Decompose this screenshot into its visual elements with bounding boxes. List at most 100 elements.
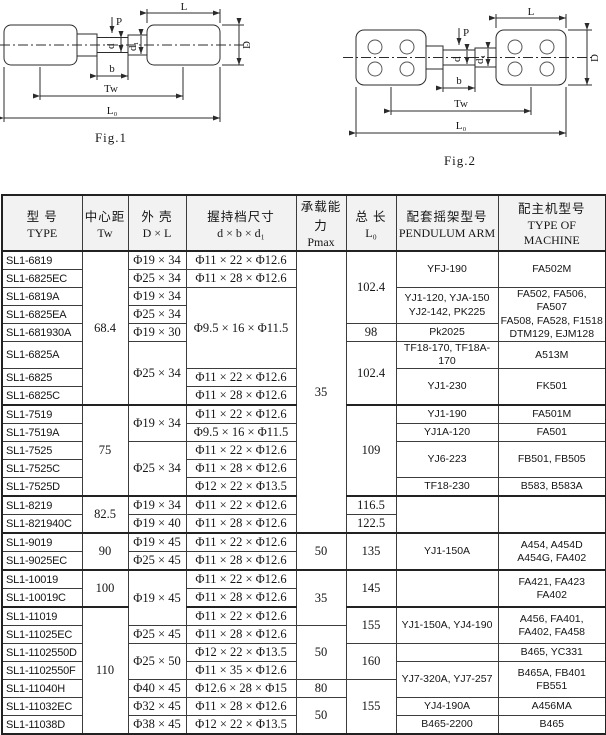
fig2-left-roller bbox=[355, 29, 427, 86]
cell-shell: Φ19 × 34 bbox=[127, 287, 187, 306]
cell-shell: Φ25 × 34 bbox=[127, 441, 187, 497]
cell-grip: Φ11 × 28 × Φ12.6 bbox=[185, 625, 297, 645]
cell-grip: Φ12 × 22 × Φ13.5 bbox=[185, 715, 297, 735]
cell-shell: Φ38 × 45 bbox=[127, 715, 187, 735]
fig2-drawing: L P d d₁ b Tw L₀ bbox=[343, 6, 601, 168]
cell-tw: 110 bbox=[81, 606, 129, 735]
cell-type: SL1-11025EC bbox=[1, 625, 83, 645]
fig2-label-P: P bbox=[463, 27, 469, 39]
cell-l0: 109 bbox=[345, 404, 397, 497]
fig1-label-L: L bbox=[181, 1, 188, 13]
fig2-caption: Fig.2 bbox=[444, 153, 476, 168]
cell-grip: Φ9.5 × 16 × Φ11.5 bbox=[185, 423, 297, 443]
table-row: SL1-6825 Φ11 × 22 × Φ12.6 YJ1-230 FK501 bbox=[1, 368, 606, 406]
cell-arm: YJ1-230 bbox=[395, 368, 499, 406]
fig1-drawing: L P d d₁ b Tw L₀ bbox=[0, 1, 253, 145]
cell-arm: YJ1-150A, YJ4-190 bbox=[395, 606, 499, 645]
fig1-dim-Tw: Tw bbox=[33, 67, 184, 100]
fig2-dim-P: P bbox=[456, 27, 469, 45]
header-machine-cn: 配主机型号 bbox=[517, 202, 586, 216]
cell-grip: Φ11 × 22 × Φ12.6 bbox=[185, 441, 297, 461]
header-arm-cn: 配套摇架型号 bbox=[406, 209, 488, 224]
cell-grip: Φ9.5 × 16 × Φ11.5 bbox=[185, 286, 297, 370]
cell-machine: FA502M bbox=[497, 250, 606, 288]
cell-type: SL1-6825 bbox=[1, 368, 83, 388]
cell-tw: 100 bbox=[81, 569, 129, 608]
table-row: SL1-6819 68.4 Φ19 × 34 Φ11 × 22 × Φ12.6 … bbox=[1, 250, 606, 534]
cell-arm: YJ4-190A bbox=[395, 697, 499, 717]
fig2-dim-d: d bbox=[451, 44, 470, 64]
fig2-label-d1: d₁ bbox=[474, 55, 486, 65]
cell-type: SL1-9025EC bbox=[1, 551, 83, 571]
header-grip-cn: 握持档尺寸 bbox=[207, 209, 275, 224]
cell-machine: FA502, FA506, FA507 FA508, FA528, F1518 … bbox=[497, 287, 606, 342]
cell-arm bbox=[395, 569, 499, 608]
table-row: SL1-7525C Φ11 × 28 × Φ12.6 bbox=[1, 459, 606, 479]
cell-pmax: 50 bbox=[295, 625, 347, 681]
fig1-label-d: d bbox=[105, 43, 117, 49]
cell-arm: YFJ-190 bbox=[395, 250, 499, 288]
cell-pmax: 80 bbox=[295, 679, 347, 699]
fig1-label-L0: L₀ bbox=[107, 105, 118, 117]
cell-machine bbox=[497, 495, 606, 534]
header-load-cn: 承载能力 bbox=[300, 200, 342, 233]
cell-tw: 75 bbox=[81, 404, 129, 497]
cell-shell: Φ19 × 40 bbox=[127, 514, 187, 534]
cell-shell: Φ25 × 45 bbox=[127, 625, 187, 645]
cell-grip: Φ11 × 22 × Φ12.6 bbox=[185, 532, 297, 553]
header-total: 总 长 L₀ bbox=[345, 194, 397, 252]
cell-type: SL1-8219 bbox=[1, 495, 83, 516]
cell-grip: Φ12.6 × 28 × Φ15 bbox=[185, 679, 297, 699]
header-total-en: L₀ bbox=[365, 225, 377, 240]
cell-grip: Φ11 × 35 × Φ12.6 bbox=[185, 661, 297, 681]
cell-machine: B465A, FB401 FB551 bbox=[497, 661, 606, 699]
fig1-dim-d1: d₁ bbox=[127, 29, 144, 54]
cell-tw: 68.4 bbox=[81, 250, 129, 406]
cell-grip: Φ11 × 28 × Φ12.6 bbox=[185, 386, 297, 406]
cell-machine: A456MA bbox=[497, 697, 606, 717]
fig1-right-roller bbox=[146, 24, 221, 66]
header-type-cn: 型 号 bbox=[26, 209, 58, 224]
table-row: SL1-11025EC Φ25 × 45 Φ11 × 28 × Φ12.6 50 bbox=[1, 625, 606, 681]
header-arm-en: PENDULUM ARM bbox=[398, 225, 496, 240]
cell-l0: 145 bbox=[345, 569, 397, 608]
cell-shell: Φ25 × 34 bbox=[127, 341, 187, 406]
fig1-dim-d: d bbox=[105, 31, 124, 52]
fig2-label-d: d bbox=[451, 56, 463, 62]
cell-type: SL1-7525 bbox=[1, 441, 83, 461]
cell-grip: Φ11 × 28 × Φ12.6 bbox=[185, 514, 297, 534]
cell-machine: A454, A454D A454G, FA402 bbox=[497, 532, 606, 571]
fig1-label-D: D bbox=[241, 41, 253, 49]
cell-machine: B465, YC331 bbox=[497, 643, 606, 663]
header-grip: 握持档尺寸 d × b × d₁ bbox=[185, 194, 297, 252]
table-row: SL1-1102550F Φ11 × 35 × Φ12.6 YJ7-320A, … bbox=[1, 661, 606, 699]
fig1-label-P: P bbox=[116, 16, 122, 28]
cell-grip: Φ12 × 22 × Φ13.5 bbox=[185, 643, 297, 663]
cell-l0: 122.5 bbox=[345, 514, 397, 534]
cell-type: SL1-6819 bbox=[1, 250, 83, 270]
cell-shell: Φ25 × 45 bbox=[127, 551, 187, 571]
cell-grip: Φ11 × 22 × Φ12.6 bbox=[185, 495, 297, 516]
table-row: SL1-10019 100 Φ19 × 45 Φ11 × 22 × Φ12.6 … bbox=[1, 569, 606, 627]
cell-l0: 102.4 bbox=[345, 341, 397, 406]
cell-l0: 135 bbox=[345, 532, 397, 571]
table-row: SL1-6825A Φ25 × 34 102.4 TF18-170, TF18A… bbox=[1, 340, 606, 406]
cell-type: SL1-681930A bbox=[1, 323, 83, 342]
cell-grip: Φ11 × 28 × Φ12.6 bbox=[185, 459, 297, 479]
cell-pmax: 50 bbox=[295, 697, 347, 735]
fig1-dim-b: b bbox=[90, 55, 129, 80]
fig1-label-d1: d₁ bbox=[127, 42, 139, 52]
cell-shell: Φ25 × 50 bbox=[127, 643, 187, 681]
cell-type: SL1-7525D bbox=[1, 477, 83, 497]
cell-grip: Φ12 × 22 × Φ13.5 bbox=[185, 477, 297, 497]
header-machine: 配主机型号 TYPE OF MACHINE bbox=[497, 194, 606, 252]
table-row: SL1-9025EC Φ25 × 45 Φ11 × 28 × Φ12.6 bbox=[1, 551, 606, 571]
cell-grip: Φ11 × 22 × Φ12.6 bbox=[185, 250, 297, 270]
fig2-label-D: D bbox=[589, 54, 601, 62]
cell-shell: Φ32 × 45 bbox=[127, 697, 187, 717]
cell-grip: Φ11 × 22 × Φ12.6 bbox=[185, 569, 297, 590]
cell-type: SL1-10019C bbox=[1, 588, 83, 608]
